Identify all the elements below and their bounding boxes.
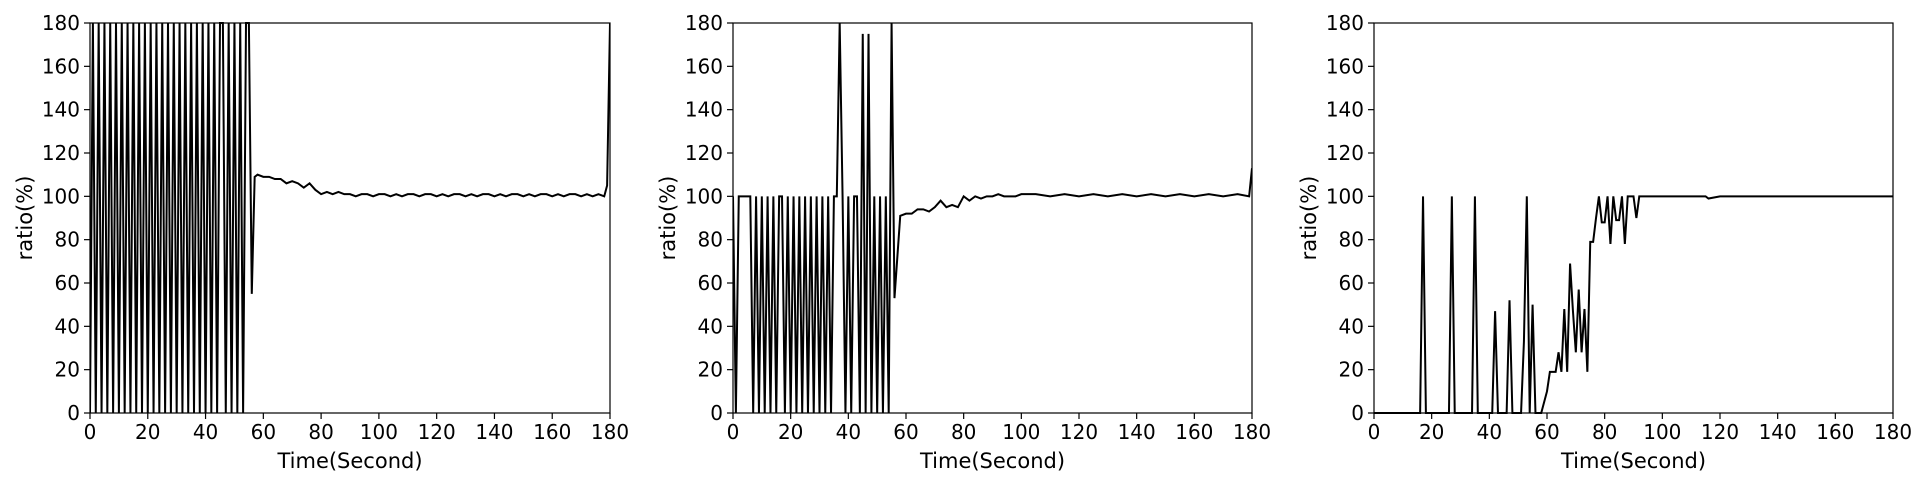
series-line <box>733 22 1252 414</box>
chart-panel-2: 0 20 40 60 80 100 120 140 160 180 0 20 40 60 80 100 120 1… <box>656 11 1271 473</box>
y-tick-label: 80 <box>55 228 80 252</box>
y-tick-label: 20 <box>1339 358 1364 382</box>
y-tick-label: 140 <box>42 98 80 122</box>
y-tick-label: 120 <box>1326 141 1364 165</box>
y-tick-label: 20 <box>698 358 723 382</box>
x-tick-label: 180 <box>1233 420 1271 444</box>
x-tick-label: 140 <box>1118 420 1156 444</box>
x-axis-label: Time(Second) <box>276 449 422 473</box>
x-axis-label: Time(Second) <box>919 449 1065 473</box>
chart-panel-3: 0 20 40 60 80 100 120 140 160 180 0 20 40 60 80 100 120 1… <box>1297 11 1912 473</box>
x-axis-label: Time(Second) <box>1560 449 1706 473</box>
x-tick-label: 100 <box>1002 420 1040 444</box>
x-tick-label: 40 <box>193 420 218 444</box>
x-tick-label: 40 <box>836 420 861 444</box>
x-tick-label: 140 <box>475 420 513 444</box>
x-tick-label: 20 <box>135 420 160 444</box>
x-tick-label: 160 <box>533 420 571 444</box>
x-tick-label: 120 <box>418 420 456 444</box>
y-tick-label: 60 <box>1339 271 1364 295</box>
y-tick-label: 0 <box>67 401 80 425</box>
y-tick-label: 140 <box>1326 98 1364 122</box>
x-tick-label: 0 <box>727 420 740 444</box>
y-tick-label: 120 <box>685 141 723 165</box>
x-tick-label: 0 <box>1368 420 1381 444</box>
y-tick-label: 180 <box>42 11 80 35</box>
y-tick-label: 80 <box>698 228 723 252</box>
y-axis-label: ratio(%) <box>656 176 680 261</box>
y-axis-label: ratio(%) <box>13 176 37 261</box>
y-tick-label: 160 <box>685 54 723 78</box>
y-tick-label: 40 <box>698 314 723 338</box>
x-tick-label: 0 <box>84 420 97 444</box>
x-tick-label: 40 <box>1477 420 1502 444</box>
plot-frame <box>89 22 611 414</box>
x-tick-label: 120 <box>1701 420 1739 444</box>
y-tick-label: 120 <box>42 141 80 165</box>
x-tick-label: 120 <box>1060 420 1098 444</box>
y-tick-label: 60 <box>698 271 723 295</box>
y-tick-label: 100 <box>42 184 80 208</box>
x-tick-label: 80 <box>308 420 333 444</box>
y-tick-label: 140 <box>685 98 723 122</box>
y-tick-label: 80 <box>1339 228 1364 252</box>
x-tick-label: 80 <box>951 420 976 444</box>
plot-frame <box>1373 22 1894 414</box>
chart-panel-1: 0 20 40 60 80 100 120 140 160 180 0 20 40 60 80 100 120 1… <box>13 11 629 473</box>
x-tick-label: 80 <box>1592 420 1617 444</box>
y-tick-label: 100 <box>685 184 723 208</box>
x-tick-label: 160 <box>1816 420 1854 444</box>
x-tick-label: 180 <box>1874 420 1912 444</box>
y-tick-label: 180 <box>1326 11 1364 35</box>
y-tick-label: 40 <box>1339 314 1364 338</box>
x-tick-label: 60 <box>893 420 918 444</box>
y-tick-label: 40 <box>55 314 80 338</box>
y-tick-label: 180 <box>685 11 723 35</box>
y-tick-label: 160 <box>42 54 80 78</box>
y-tick-label: 0 <box>710 401 723 425</box>
series-line <box>90 22 610 414</box>
y-tick-label: 0 <box>1351 401 1364 425</box>
x-tick-label: 60 <box>1534 420 1559 444</box>
y-tick-label: 100 <box>1326 184 1364 208</box>
series-line <box>1374 195 1893 414</box>
x-tick-label: 20 <box>778 420 803 444</box>
x-tick-label: 60 <box>251 420 276 444</box>
x-tick-label: 100 <box>360 420 398 444</box>
x-tick-label: 140 <box>1759 420 1797 444</box>
x-tick-label: 180 <box>591 420 629 444</box>
x-tick-label: 20 <box>1419 420 1444 444</box>
x-tick-label: 100 <box>1643 420 1681 444</box>
x-tick-label: 160 <box>1175 420 1213 444</box>
y-tick-label: 60 <box>55 271 80 295</box>
y-axis-label: ratio(%) <box>1297 176 1321 261</box>
y-tick-label: 160 <box>1326 54 1364 78</box>
y-tick-label: 20 <box>55 358 80 382</box>
